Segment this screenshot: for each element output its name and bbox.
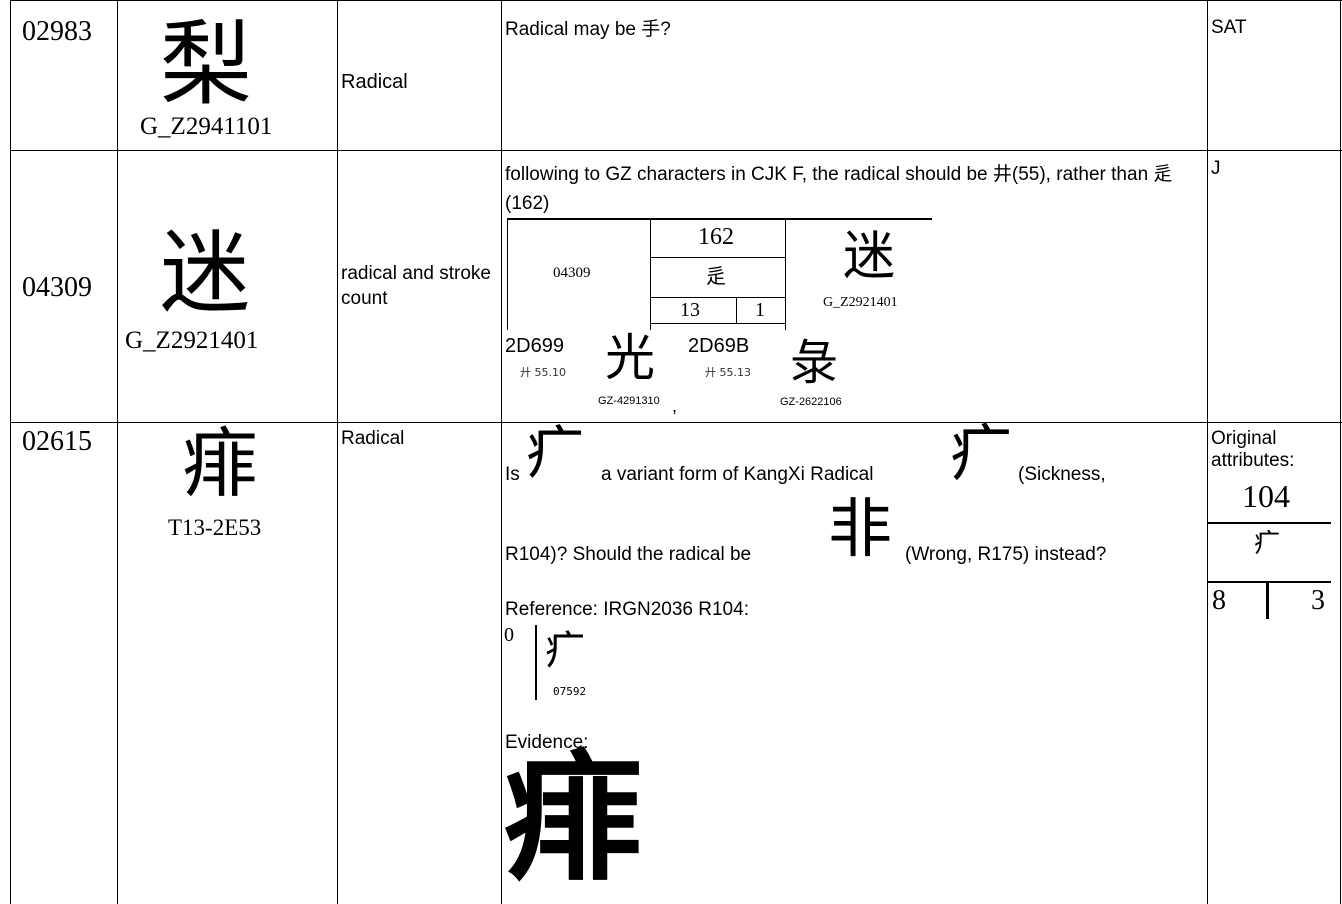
reference: Reference: IRGN2036 R104:: [505, 599, 749, 620]
attr-radical-char: 辵: [706, 264, 726, 288]
attr-strokes: 13: [680, 299, 700, 321]
inline-glyph: 疒: [526, 419, 585, 487]
ref-code: 07592: [553, 685, 587, 698]
rule: [507, 218, 508, 330]
status: J: [1211, 158, 1221, 179]
category: Radical: [341, 428, 405, 449]
comment: following to GZ characters in CJK F, the…: [505, 164, 1173, 214]
rule: [1207, 0, 1208, 904]
source: G_Z2921401: [125, 327, 259, 354]
evidence-label: Evidence:: [505, 732, 589, 753]
serial: 02983: [22, 16, 92, 47]
rule: [337, 0, 338, 904]
separator: ,: [672, 396, 678, 416]
ref-strokes: 0: [504, 624, 514, 646]
rule: [1266, 583, 1269, 619]
rule: [736, 297, 737, 323]
attr-glyph: 迷: [843, 227, 896, 287]
ref-glyph: 疒: [545, 628, 585, 674]
status-strokes: 8: [1212, 585, 1226, 616]
comment-text: R104)? Should the radical be: [505, 544, 752, 565]
category: radical and stroke count: [341, 263, 491, 309]
candidate-radical: 廾 55.13: [705, 366, 751, 379]
status-first-stroke: 3: [1311, 585, 1325, 616]
attr-serial: 04309: [553, 265, 591, 281]
inline-glyph: 非: [828, 493, 892, 567]
category: Radical: [341, 71, 408, 93]
rule: [10, 422, 1342, 423]
rule: [1207, 522, 1331, 524]
candidate-glyph: 光: [605, 329, 655, 387]
rule: [10, 0, 1342, 1]
source: G_Z2941101: [140, 113, 273, 140]
rule: [10, 0, 11, 904]
comment-text: (Sickness,: [1018, 464, 1106, 485]
rule: [117, 0, 118, 904]
rule: [650, 257, 785, 258]
rule: [785, 218, 786, 330]
comment-text: a variant form of KangXi Radical: [601, 464, 874, 485]
status: SAT: [1211, 17, 1247, 38]
status-radical: 104: [1242, 478, 1290, 514]
source: T13-2E53: [168, 515, 262, 540]
candidate-code: 2D69B: [688, 335, 750, 357]
candidate-glyph: 彔: [790, 335, 839, 391]
glyph: 迷: [160, 221, 250, 326]
comment: Radical may be 手?: [505, 19, 671, 40]
glyph: 梨: [160, 11, 253, 118]
evidence-glyph: 痱: [503, 738, 644, 901]
comment-text: (Wrong, R175) instead?: [905, 544, 1107, 565]
rule: [650, 297, 785, 298]
candidate-radical: 廾 55.10: [520, 366, 566, 379]
rule: [650, 218, 651, 330]
attr-first-stroke: 1: [755, 299, 765, 321]
inline-glyph: 疒: [950, 417, 1013, 490]
candidate-source: GZ-4291310: [598, 395, 660, 407]
rule: [507, 218, 932, 220]
rule: [1340, 0, 1341, 904]
status-radical-char: 疒: [1254, 529, 1281, 559]
attr-source: G_Z2921401: [823, 295, 898, 310]
rule: [1207, 581, 1331, 583]
candidate-code: 2D699: [505, 335, 564, 357]
serial: 04309: [22, 272, 92, 303]
rule: [650, 323, 785, 324]
comment-text: Is: [505, 464, 520, 485]
rule: [535, 625, 537, 700]
attr-radical: 162: [698, 224, 734, 250]
rule: [10, 150, 1342, 151]
glyph: 痱: [182, 419, 258, 508]
status-label: Original attributes:: [1211, 428, 1295, 471]
serial: 02615: [22, 426, 92, 457]
candidate-source: GZ-2622106: [780, 396, 842, 408]
rule: [501, 0, 502, 904]
